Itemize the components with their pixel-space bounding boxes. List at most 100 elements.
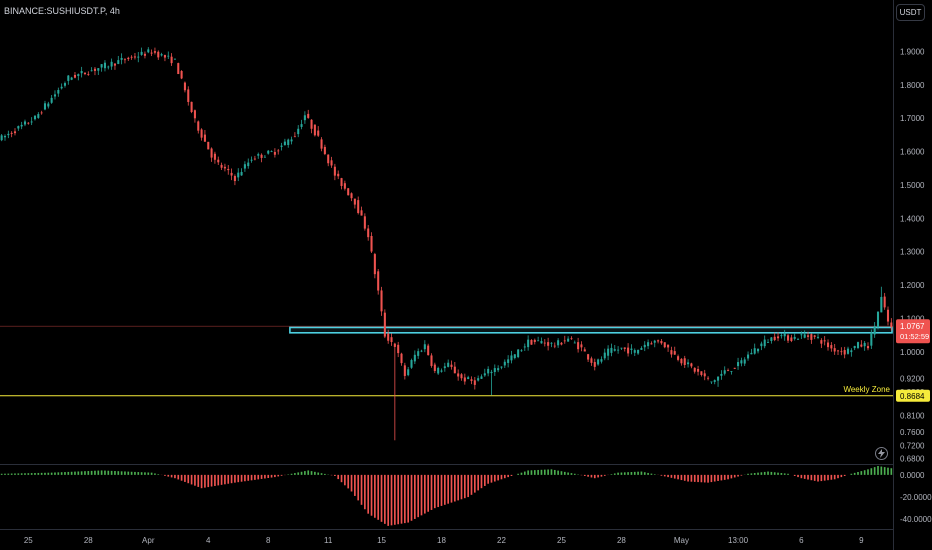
price-tick-label: 1.0000 [900,348,925,357]
candle-body [553,345,556,347]
candle-body [273,151,276,155]
candle-body [33,115,37,120]
candle-body [337,173,340,177]
time-tick-label: 11 [324,536,333,545]
candle-body [753,348,756,354]
grid [0,0,894,550]
candle-body [17,126,20,129]
candle-body [810,334,813,340]
candle-body [263,156,266,158]
candle-body [150,52,153,54]
candle-body [457,373,460,377]
candle-body [627,347,630,354]
candle-body [147,49,150,53]
candle-body [517,349,520,358]
last-price-label: 1.0767 [900,322,925,331]
candle-body [343,183,346,189]
candle-body [667,344,670,348]
time-tick-label: 8 [266,536,271,545]
candle-body [143,53,146,56]
candle-body [117,60,120,64]
candle-body [816,336,820,338]
candle-body [430,355,433,366]
weekly-zone-line: Weekly Zone [0,385,893,397]
oscillator-tick-label: -40.0000 [900,515,932,524]
candle-body [633,350,636,353]
candle-body [30,121,33,123]
candle-body [97,68,100,71]
candle-body [703,373,706,377]
candle-body [607,348,610,356]
candle-body [836,350,840,352]
time-tick-label: 22 [497,536,506,545]
candle-body [300,124,303,127]
candle-body [583,349,586,352]
candle-body [533,339,536,342]
candle-body [830,345,833,349]
candle-body [890,322,893,328]
resistance-zone [289,326,893,334]
candle-body [870,332,873,346]
candle-body [210,148,213,158]
candle-body [603,352,606,359]
candle-body [843,350,846,355]
candle-body [303,115,306,121]
candle-body [826,342,830,348]
candle-body [360,210,363,216]
candle-body [340,178,343,186]
candle-body [363,216,366,229]
candle-body [550,342,553,344]
candle-body [50,97,53,103]
candle-body [213,153,216,160]
candle-body [317,130,320,136]
candle-body [130,56,133,58]
candle-body [257,154,260,156]
candle-body [110,61,113,67]
candle-body [237,172,240,178]
candle-body [593,362,596,367]
candle-body [103,62,106,69]
last-price-badge [896,319,930,344]
candle-body [270,151,273,152]
zone-box [289,326,893,334]
candle-body [637,349,640,354]
candle-body [183,82,186,91]
candle-body [383,312,386,337]
currency-button[interactable]: USDT [896,4,925,21]
candle-body [527,339,530,348]
candle-body [470,379,473,381]
candle-body [123,59,126,61]
candle-body [840,351,843,353]
candle-body [327,154,330,164]
candle-body [500,366,503,368]
time-tick-label: 28 [84,536,93,545]
candle-body [873,326,876,335]
bolt-icon[interactable] [875,447,888,460]
price-tick-label: 1.1000 [900,314,925,323]
candle-body [790,337,793,341]
candle-body [730,371,733,372]
candle-body [287,139,290,145]
candle-body [866,346,870,349]
candle-body [53,94,57,97]
price-tick-label: 0.9200 [900,375,925,384]
candle-body [463,377,466,382]
candle-body [137,56,140,58]
candle-body [190,101,193,113]
candle-body [717,376,720,381]
price-tick-label: 0.7200 [900,441,925,450]
price-tick-label: 1.3000 [900,248,925,257]
candle-body [473,380,476,385]
candle-body [260,154,263,158]
candle-body [700,371,703,375]
candle-body [437,367,440,374]
price-tick-label: 1.7000 [900,114,925,123]
candle-body [420,350,423,352]
candle-body [47,103,50,107]
candle-body [157,51,160,58]
candle-body [787,335,790,341]
candle-body [433,364,436,371]
candle-body [87,74,90,76]
candle-body [73,74,77,78]
